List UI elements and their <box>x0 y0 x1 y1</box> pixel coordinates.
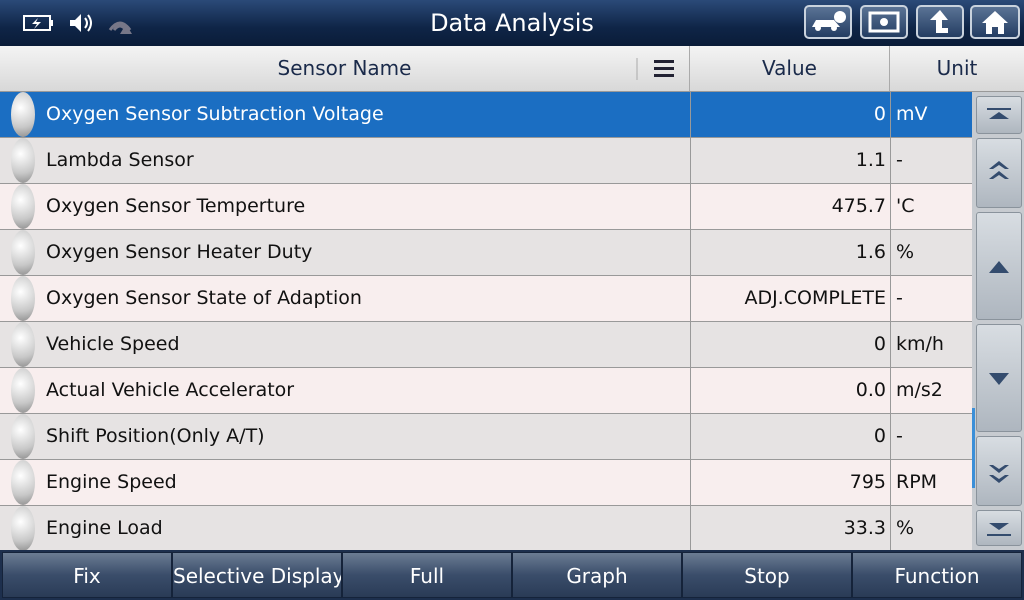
sensor-row[interactable]: Oxygen Sensor Heater Duty 1.6% <box>0 230 972 276</box>
radio-button[interactable] <box>11 92 35 137</box>
sensor-value: 0 <box>690 322 886 367</box>
sensor-unit: RPM <box>890 460 973 505</box>
column-header: Value <box>690 46 890 91</box>
screenshot-button[interactable] <box>860 5 908 39</box>
scroll-panel <box>972 92 1024 550</box>
sensor-value: 1.6 <box>690 230 886 275</box>
scroll-down[interactable] <box>976 324 1022 432</box>
menu-icon[interactable] <box>636 56 676 82</box>
radio-button[interactable] <box>11 506 35 551</box>
radio-button[interactable] <box>11 460 35 505</box>
vehicle-info-button[interactable] <box>804 5 852 39</box>
scroll-top[interactable] <box>976 96 1022 134</box>
radio-button[interactable] <box>11 368 35 413</box>
toolbar-button[interactable]: Stop <box>682 552 852 598</box>
sensor-unit: m/s2 <box>890 368 973 413</box>
scroll-up[interactable] <box>976 212 1022 320</box>
sensor-row[interactable]: Lambda Sensor 1.1- <box>0 138 972 184</box>
sensor-name: Actual Vehicle Accelerator <box>46 379 295 401</box>
sensor-name: Engine Load <box>46 517 163 539</box>
sensor-value: 0 <box>690 92 886 137</box>
sensor-row[interactable]: Oxygen Sensor State of Adaption ADJ.COMPL… <box>0 276 972 322</box>
title-bar: Data Analysis <box>0 0 1024 46</box>
sensor-unit: % <box>890 230 973 275</box>
sensor-row[interactable]: Oxygen Sensor Subtraction Voltage 0 mV <box>0 92 972 138</box>
toolbar-button[interactable]: Full <box>342 552 512 598</box>
radio-button[interactable] <box>11 138 35 183</box>
toolbar-button[interactable]: Function <box>852 552 1022 598</box>
radio-button[interactable] <box>11 276 35 321</box>
sensor-value: 33.3 <box>690 506 886 551</box>
sensor-unit: - <box>890 414 973 459</box>
sensor-unit: - <box>890 276 973 321</box>
sensor-name: Oxygen Sensor Heater Duty <box>46 241 313 263</box>
sensor-row[interactable]: Oxygen Sensor Temperture 475.7 'C <box>0 184 972 230</box>
sensor-value: 1.1 <box>690 138 886 183</box>
sensor-unit: 'C <box>890 184 973 229</box>
sensor-row[interactable]: Shift Position(Only A/T) 0- <box>0 414 972 460</box>
back-button[interactable] <box>916 5 964 39</box>
sensor-value: 0 <box>690 414 886 459</box>
sensor-row[interactable]: Engine Speed 795 RPM <box>0 460 972 506</box>
sensor-unit: - <box>890 138 973 183</box>
table-header: Sensor Name Value Unit <box>0 46 1024 92</box>
radio-button[interactable] <box>11 414 35 459</box>
toolbar-button[interactable]: Fix <box>2 552 172 598</box>
sensor-unit: % <box>890 506 973 551</box>
sensor-row[interactable]: Actual Vehicle Accelerator 0.0 m/s2 <box>0 368 972 414</box>
sensor-name: Oxygen Sensor State of Adaption <box>46 287 362 309</box>
radio-button[interactable] <box>11 184 35 229</box>
sensor-row[interactable]: Engine Load 33.3% <box>0 506 972 552</box>
toolbar-button[interactable]: Selective Display <box>172 552 342 598</box>
column-header: Sensor Name <box>0 46 690 91</box>
sensor-value: 475.7 <box>690 184 886 229</box>
sensor-name: Engine Speed <box>46 471 177 493</box>
home-button[interactable] <box>970 5 1020 39</box>
radio-button[interactable] <box>11 230 35 275</box>
sensor-name: Lambda Sensor <box>46 149 194 171</box>
scroll-page-up[interactable] <box>976 138 1022 208</box>
sensor-unit: km/h <box>890 322 973 367</box>
sensor-value: ADJ.COMPLETE <box>690 276 886 321</box>
scroll-indicator <box>972 408 975 488</box>
sensor-value: 0.0 <box>690 368 886 413</box>
scroll-page-down[interactable] <box>976 436 1022 506</box>
column-header: Unit <box>936 56 978 80</box>
sensor-unit: mV <box>890 92 973 137</box>
bottom-toolbar: Fix Selective Display Full Graph Stop Functio… <box>0 550 1024 600</box>
scroll-bottom[interactable] <box>976 510 1022 546</box>
radio-button[interactable] <box>11 322 35 367</box>
title: Data Analysis <box>430 9 594 37</box>
toolbar-button[interactable]: Graph <box>512 552 682 598</box>
sensor-name: Oxygen Sensor Subtraction Voltage <box>46 103 384 125</box>
sensor-value: 795 <box>690 460 886 505</box>
status-icons <box>23 14 132 34</box>
sensor-row[interactable]: Vehicle Speed 0 km/h <box>0 322 972 368</box>
sensor-name: Vehicle Speed <box>46 333 180 355</box>
sensor-name: Oxygen Sensor Temperture <box>46 195 306 217</box>
sensor-name: Shift Position(Only A/T) <box>46 425 265 447</box>
